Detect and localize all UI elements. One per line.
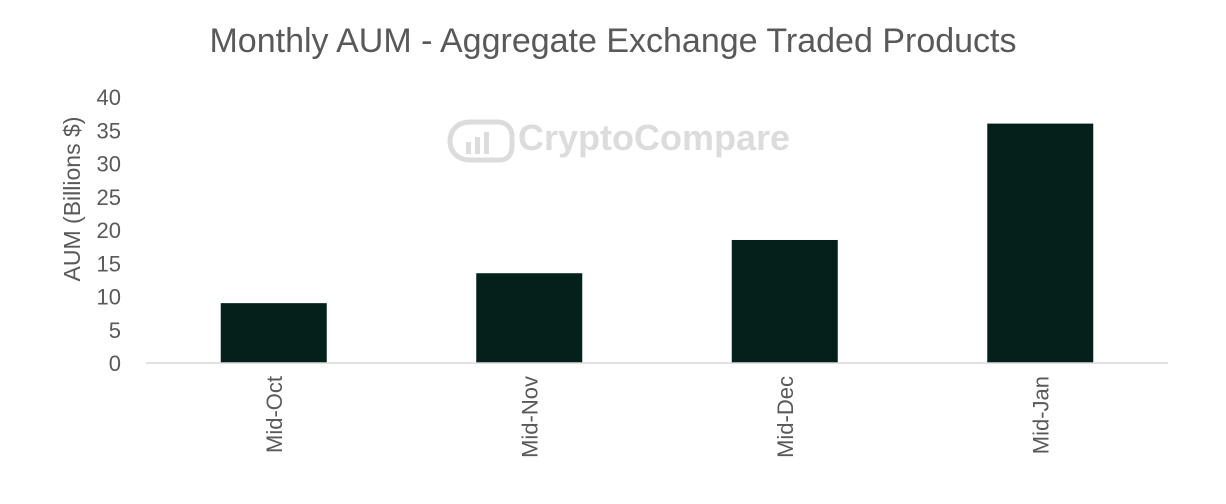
bar (731, 239, 838, 363)
y-tick-label: 5 (109, 318, 121, 343)
x-tick-label: Mid-Oct (262, 376, 287, 453)
bar (987, 123, 1094, 363)
y-axis-title: AUM (Billions $) (59, 117, 85, 282)
y-tick-label: 35 (97, 118, 121, 143)
cryptocompare-logo-icon (447, 119, 515, 163)
y-tick-label: 20 (97, 218, 121, 243)
bar (476, 273, 583, 363)
y-tick-label: 40 (97, 85, 121, 110)
watermark-text: CryptoCompare (518, 117, 790, 158)
y-tick-label: 15 (97, 251, 121, 276)
x-tick-label: Mid-Nov (517, 376, 542, 458)
y-tick-label: 30 (97, 152, 121, 177)
x-tick-label: Mid-Dec (773, 376, 798, 458)
y-tick-label: 25 (97, 185, 121, 210)
chart-title: Monthly AUM - Aggregate Exchange Traded … (209, 22, 1017, 60)
y-tick-label: 10 (97, 285, 121, 310)
bar (220, 303, 327, 363)
x-tick-label: Mid-Jan (1028, 376, 1053, 454)
watermark: CryptoCompare (447, 117, 790, 163)
y-tick-label: 0 (109, 351, 121, 376)
